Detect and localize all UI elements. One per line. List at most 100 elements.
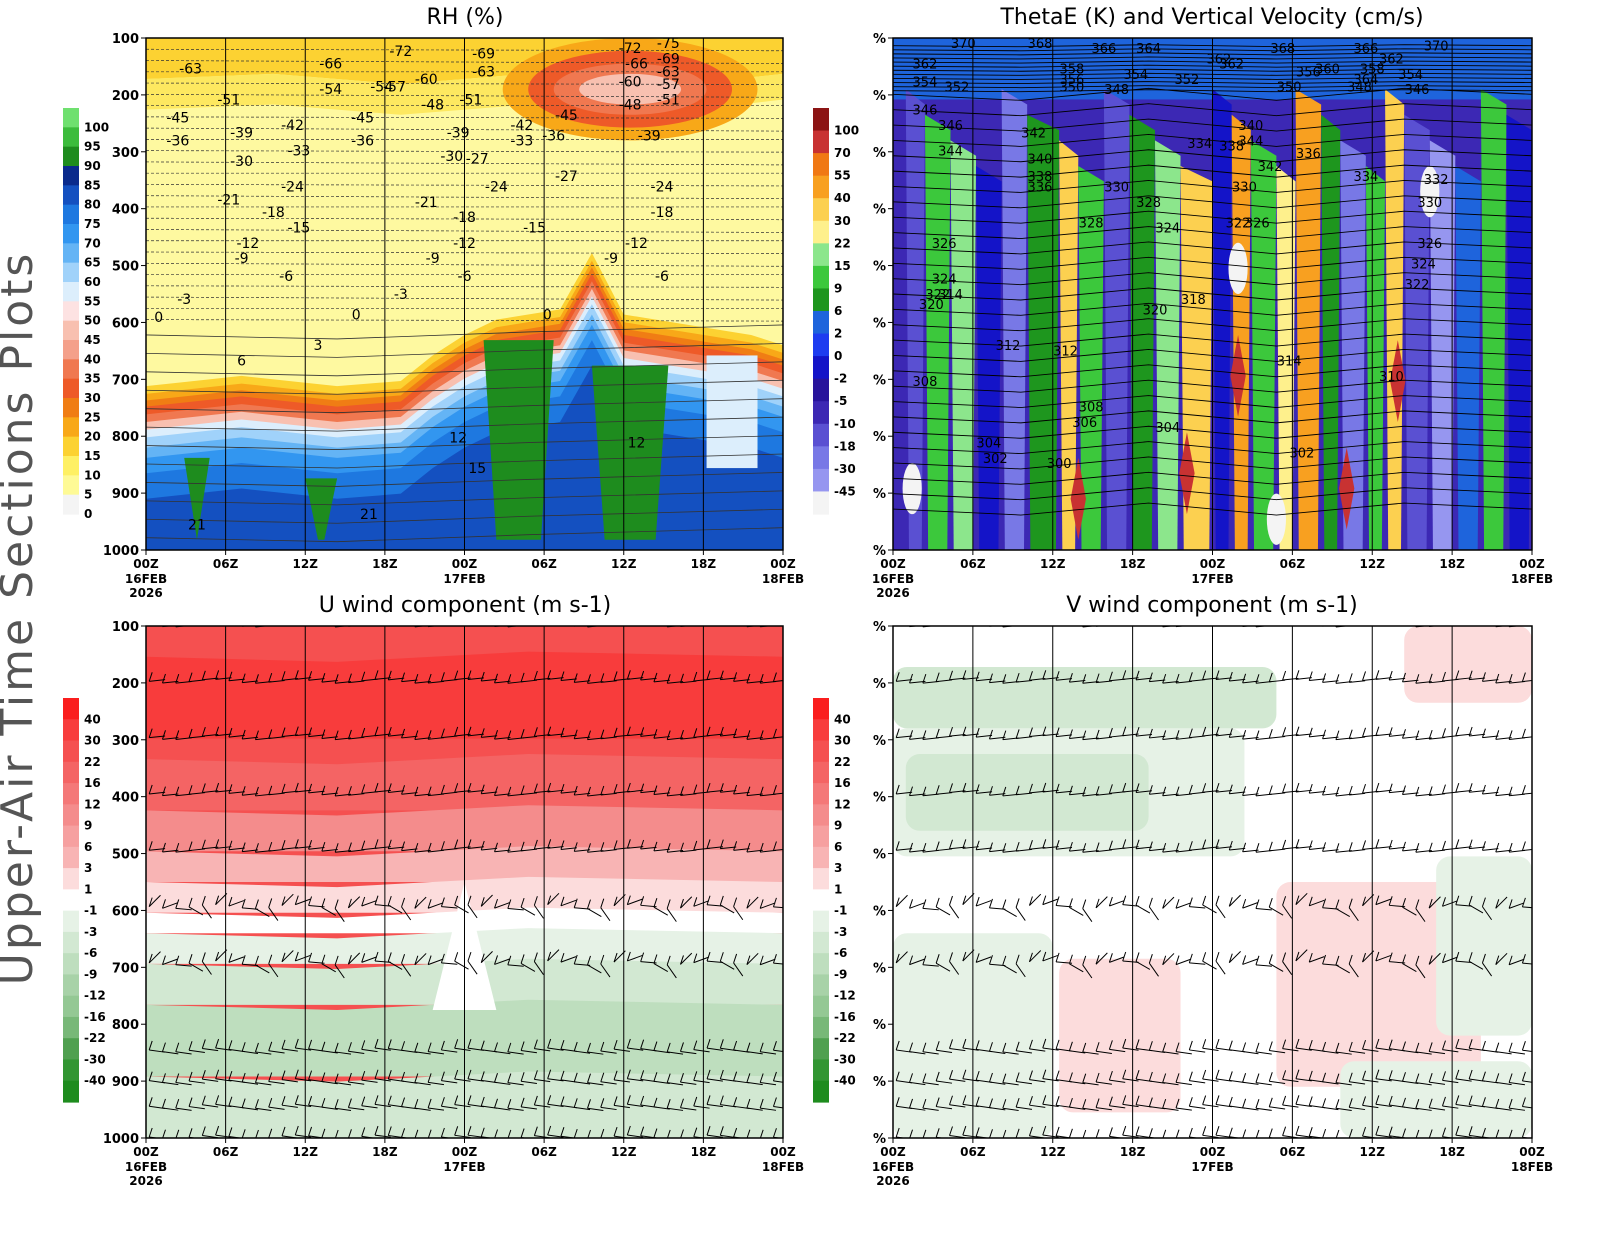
wind-barb xyxy=(640,846,657,850)
wind-barb xyxy=(1282,904,1293,919)
thetae-contour-label: 308 xyxy=(913,375,938,390)
wind-barb xyxy=(693,956,709,964)
rh-contour-label: -24 xyxy=(651,179,674,195)
thetae-contour-label: 330 xyxy=(1104,180,1129,195)
wind-barb xyxy=(1029,893,1042,906)
rh-y-tick-label: 500 xyxy=(112,260,139,275)
wind-barb xyxy=(242,736,259,740)
rh-contour-label: -36 xyxy=(166,133,189,149)
wind-barb xyxy=(640,1104,657,1108)
thetae-contour-label: 322 xyxy=(1405,278,1430,293)
rh-colorbar-label: 90 xyxy=(84,159,101,173)
vwind-y-tick-label: % xyxy=(873,1132,886,1147)
rh-contour-label: -42 xyxy=(281,118,304,134)
wind-barb xyxy=(1029,950,1042,963)
wind-barb xyxy=(587,1107,604,1112)
wind-barb xyxy=(1375,1078,1392,1082)
wind-barb xyxy=(1495,1107,1512,1111)
wind-barb xyxy=(215,1078,232,1082)
thetae-contour-label: 318 xyxy=(1181,293,1206,308)
thetae-contour-label: 346 xyxy=(938,119,963,134)
vwind-x-tick-label: 18Z xyxy=(1439,1145,1465,1159)
thetae-colorbar-swatch xyxy=(813,446,829,470)
wind-barb xyxy=(1189,1105,1206,1109)
wind-barb xyxy=(1455,1103,1472,1108)
wind-barb xyxy=(335,1051,352,1055)
wind-barb xyxy=(481,847,498,851)
wind-barb xyxy=(467,677,484,681)
thetae-colorbar-label: -30 xyxy=(834,462,856,476)
wind-barb xyxy=(1135,1078,1152,1082)
wind-barb xyxy=(1109,956,1125,963)
wind-barb xyxy=(1349,1050,1366,1054)
wind-barb xyxy=(922,1107,939,1111)
wind-barb xyxy=(666,964,677,979)
wind-barb xyxy=(228,1105,245,1109)
wind-barb xyxy=(1296,621,1312,623)
wind-barb xyxy=(215,949,228,962)
wind-barb xyxy=(308,790,325,794)
wind-barb xyxy=(936,735,953,739)
rh-contour-label: -9 xyxy=(235,251,249,267)
wind-barb xyxy=(441,1105,458,1109)
thetae-y-tick-label: % xyxy=(873,89,886,104)
thetae-colorbar-swatch xyxy=(813,468,829,493)
wind-barb xyxy=(574,680,591,683)
vwind-y-tick-label: % xyxy=(873,734,886,749)
wind-barb xyxy=(1455,1078,1472,1082)
uwind-colorbar-label: -6 xyxy=(84,946,97,960)
rh-contour-label: -24 xyxy=(281,179,304,195)
wind-barb xyxy=(1229,623,1245,625)
wind-barb xyxy=(1175,793,1192,797)
rh-contour-label: -9 xyxy=(604,251,618,267)
rh-colorbar-swatch xyxy=(63,359,79,380)
thetae-contour-label: 330 xyxy=(1232,180,1257,195)
wind-barb xyxy=(1069,792,1086,796)
wind-barb xyxy=(374,960,391,963)
wind-barb xyxy=(175,737,192,740)
wind-barb xyxy=(281,1079,298,1083)
uwind-colorbar-swatch xyxy=(63,953,79,976)
wind-barb xyxy=(1228,894,1241,907)
wind-barb xyxy=(242,793,259,796)
thetae-colorbar-swatch xyxy=(813,108,829,132)
rh-contour-label: -51 xyxy=(459,92,482,108)
thetae-contour-label: 350 xyxy=(1277,81,1302,96)
wind-barb xyxy=(454,904,469,914)
wind-barb xyxy=(1109,1105,1126,1109)
wind-barb xyxy=(255,1051,272,1055)
rh-contour-label: -63 xyxy=(179,62,202,78)
wind-barb xyxy=(909,680,926,684)
rh-colorbar-swatch xyxy=(63,127,79,148)
rh-colorbar-label: 60 xyxy=(84,275,101,289)
wind-barb xyxy=(1375,789,1392,793)
wind-barb xyxy=(600,792,617,796)
wind-barb xyxy=(1442,1049,1459,1053)
rh-colorbar-swatch xyxy=(63,340,79,360)
wind-barb xyxy=(1522,1080,1532,1083)
wind-barb xyxy=(215,1103,232,1108)
wind-barb xyxy=(976,791,993,794)
vwind-x-tick-label: 18Z xyxy=(1120,1145,1146,1159)
vwind-y-tick-label: % xyxy=(873,620,886,635)
thetae-x-tick-label: 00Z xyxy=(880,557,906,571)
wind-barb xyxy=(1495,793,1512,797)
wind-barb xyxy=(1282,961,1293,975)
wind-barb xyxy=(640,677,657,681)
wind-barb xyxy=(896,848,913,851)
wind-barb xyxy=(467,1103,484,1108)
wind-barb xyxy=(1242,902,1258,909)
wind-barb xyxy=(268,963,279,978)
wind-barb xyxy=(1455,904,1472,907)
uwind-colorbar-label: 40 xyxy=(84,712,101,726)
wind-barb xyxy=(1455,1134,1472,1138)
wind-barb xyxy=(1242,793,1259,796)
wind-barb xyxy=(1042,954,1058,962)
wind-barb xyxy=(348,952,361,965)
wind-barb xyxy=(162,793,179,797)
wind-barb xyxy=(1469,1104,1486,1108)
wind-barb xyxy=(520,906,536,916)
wind-barb xyxy=(162,958,178,966)
wind-barb xyxy=(1242,1081,1259,1085)
